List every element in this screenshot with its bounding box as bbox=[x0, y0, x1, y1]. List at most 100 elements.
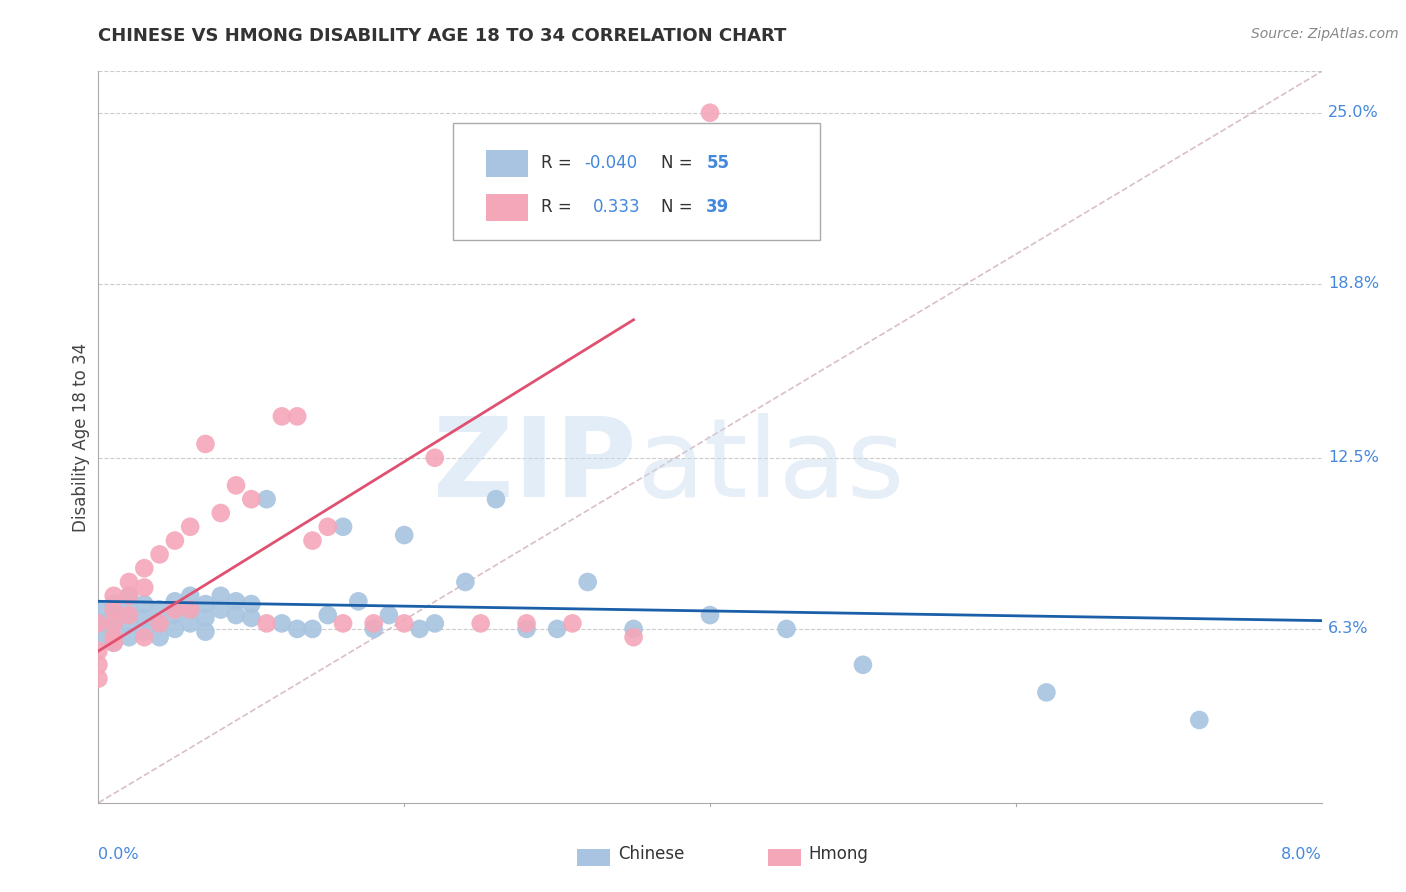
Point bbox=[209, 589, 232, 603]
Point bbox=[134, 611, 156, 625]
Point bbox=[775, 622, 797, 636]
Text: 18.8%: 18.8% bbox=[1327, 277, 1379, 292]
Point bbox=[149, 548, 172, 562]
Point bbox=[103, 630, 125, 644]
Point bbox=[363, 622, 385, 636]
FancyBboxPatch shape bbox=[453, 122, 820, 240]
FancyBboxPatch shape bbox=[486, 194, 527, 220]
Point bbox=[103, 602, 125, 616]
Point bbox=[623, 630, 645, 644]
FancyBboxPatch shape bbox=[768, 849, 800, 866]
Text: 12.5%: 12.5% bbox=[1327, 450, 1379, 466]
Point bbox=[256, 616, 278, 631]
Point bbox=[408, 622, 430, 636]
Point bbox=[225, 608, 247, 623]
Point bbox=[134, 561, 156, 575]
Point bbox=[118, 608, 141, 623]
Point bbox=[454, 574, 477, 589]
Point bbox=[163, 533, 186, 548]
Point bbox=[392, 528, 416, 542]
Point bbox=[87, 644, 110, 658]
Text: 55: 55 bbox=[706, 153, 730, 171]
FancyBboxPatch shape bbox=[576, 849, 610, 866]
Point bbox=[87, 657, 110, 672]
Point bbox=[316, 520, 339, 534]
Point bbox=[240, 492, 263, 507]
Point bbox=[103, 616, 125, 631]
Point bbox=[485, 492, 508, 507]
Point bbox=[163, 602, 186, 616]
Point bbox=[285, 622, 308, 636]
Point bbox=[149, 616, 172, 631]
Text: -0.040: -0.040 bbox=[583, 153, 637, 171]
Point bbox=[103, 636, 125, 650]
Point bbox=[118, 602, 141, 616]
Y-axis label: Disability Age 18 to 34: Disability Age 18 to 34 bbox=[72, 343, 90, 532]
FancyBboxPatch shape bbox=[486, 150, 527, 177]
Point bbox=[240, 611, 263, 625]
Point bbox=[209, 506, 232, 520]
Point bbox=[285, 409, 308, 424]
Point bbox=[87, 616, 110, 631]
Point bbox=[332, 616, 354, 631]
Text: 25.0%: 25.0% bbox=[1327, 105, 1378, 120]
Text: R =: R = bbox=[541, 198, 578, 216]
Point bbox=[103, 608, 125, 623]
Point bbox=[134, 630, 156, 644]
Point bbox=[240, 597, 263, 611]
Point bbox=[623, 622, 645, 636]
Point bbox=[301, 533, 323, 548]
Point bbox=[118, 589, 141, 603]
Point bbox=[301, 622, 323, 636]
Point bbox=[194, 624, 217, 639]
Point bbox=[87, 630, 110, 644]
Point bbox=[378, 608, 401, 623]
Point bbox=[194, 597, 217, 611]
Text: N =: N = bbox=[661, 198, 697, 216]
Text: Source: ZipAtlas.com: Source: ZipAtlas.com bbox=[1251, 27, 1399, 41]
Text: ZIP: ZIP bbox=[433, 413, 637, 520]
Point bbox=[270, 616, 294, 631]
Point bbox=[179, 616, 201, 631]
Point bbox=[87, 672, 110, 686]
Point bbox=[576, 574, 599, 589]
Point bbox=[87, 602, 110, 616]
Point bbox=[179, 602, 201, 616]
Point bbox=[561, 616, 583, 631]
Point bbox=[209, 602, 232, 616]
Point bbox=[363, 616, 385, 631]
Point bbox=[103, 622, 125, 636]
Point bbox=[179, 589, 201, 603]
Point bbox=[699, 105, 721, 120]
Text: Hmong: Hmong bbox=[808, 845, 868, 863]
Point bbox=[270, 409, 294, 424]
Text: CHINESE VS HMONG DISABILITY AGE 18 TO 34 CORRELATION CHART: CHINESE VS HMONG DISABILITY AGE 18 TO 34… bbox=[98, 27, 787, 45]
Point bbox=[392, 616, 416, 631]
Point bbox=[316, 608, 339, 623]
Point bbox=[546, 622, 568, 636]
Point bbox=[103, 589, 125, 603]
Point bbox=[516, 616, 538, 631]
Text: 6.3%: 6.3% bbox=[1327, 622, 1368, 636]
Point bbox=[225, 594, 247, 608]
Point bbox=[347, 594, 370, 608]
Point bbox=[87, 616, 110, 631]
Point bbox=[118, 574, 141, 589]
Point bbox=[1188, 713, 1211, 727]
Point bbox=[103, 636, 125, 650]
Point bbox=[194, 611, 217, 625]
Text: Chinese: Chinese bbox=[619, 845, 685, 863]
Text: 0.0%: 0.0% bbox=[98, 847, 139, 862]
Text: 39: 39 bbox=[706, 198, 730, 216]
Point bbox=[1035, 685, 1057, 699]
Text: N =: N = bbox=[661, 153, 697, 171]
Point bbox=[163, 622, 186, 636]
Point bbox=[699, 608, 721, 623]
Point bbox=[163, 608, 186, 623]
Point bbox=[225, 478, 247, 492]
Point bbox=[179, 602, 201, 616]
Point bbox=[118, 630, 141, 644]
Point bbox=[256, 492, 278, 507]
Point bbox=[118, 616, 141, 631]
Point bbox=[149, 602, 172, 616]
